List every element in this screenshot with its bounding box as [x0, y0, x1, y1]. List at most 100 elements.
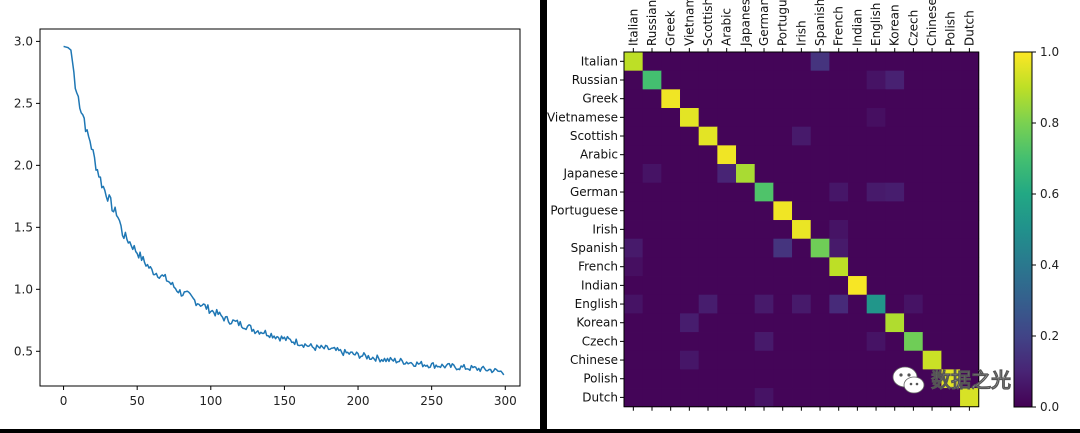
matrix-cell — [810, 294, 830, 314]
matrix-cell — [754, 108, 774, 128]
x-category-label: Japanese — [738, 0, 752, 47]
matrix-cell — [848, 276, 868, 296]
matrix-cell — [661, 164, 681, 184]
matrix-cell — [680, 220, 700, 240]
matrix-cell — [680, 294, 700, 314]
matrix-cell — [754, 220, 774, 240]
matrix-cell — [792, 313, 812, 333]
y-category-label: French — [578, 260, 618, 274]
matrix-cell — [754, 182, 774, 202]
matrix-cell — [810, 238, 830, 258]
matrix-cell — [698, 164, 718, 184]
matrix-cell — [941, 350, 961, 370]
matrix-cell — [885, 89, 905, 109]
matrix-cell — [773, 220, 793, 240]
matrix-cell — [680, 164, 700, 184]
matrix-cell — [922, 164, 942, 184]
matrix-cell — [922, 257, 942, 277]
matrix-cell — [941, 52, 961, 72]
matrix-cell — [922, 108, 942, 128]
matrix-cell — [624, 220, 644, 240]
matrix-cell — [773, 89, 793, 109]
matrix-cell — [885, 164, 905, 184]
matrix-cell — [885, 145, 905, 165]
matrix-cell — [642, 108, 662, 128]
matrix-cell — [960, 164, 980, 184]
x-tick-label: 150 — [273, 394, 296, 408]
matrix-cell — [624, 145, 644, 165]
matrix-cell — [960, 182, 980, 202]
matrix-cell — [754, 238, 774, 258]
matrix-cell — [773, 70, 793, 90]
matrix-cell — [810, 164, 830, 184]
colorbar — [1013, 51, 1033, 408]
matrix-cell — [624, 201, 644, 221]
matrix-cell — [661, 145, 681, 165]
matrix-cell — [773, 369, 793, 389]
matrix-cell — [810, 220, 830, 240]
x-tick-label: 50 — [130, 394, 145, 408]
matrix-cell — [642, 89, 662, 109]
matrix-cell — [904, 164, 924, 184]
matrix-cell — [829, 108, 849, 128]
matrix-cell — [922, 220, 942, 240]
matrix-cell — [922, 201, 942, 221]
matrix-cell — [717, 108, 737, 128]
matrix-cell — [736, 276, 756, 296]
matrix-cell — [941, 238, 961, 258]
matrix-cell — [792, 388, 812, 408]
matrix-cell — [848, 164, 868, 184]
matrix-cell — [866, 70, 886, 90]
matrix-cell — [773, 164, 793, 184]
x-category-label: Chinese — [925, 0, 939, 46]
matrix-cell — [642, 294, 662, 314]
matrix-cell — [642, 52, 662, 72]
matrix-cell — [773, 257, 793, 277]
matrix-cell — [810, 388, 830, 408]
matrix-cell — [717, 220, 737, 240]
matrix-cell — [624, 294, 644, 314]
matrix-cell — [848, 388, 868, 408]
matrix-cell — [922, 332, 942, 352]
matrix-cell — [792, 294, 812, 314]
matrix-cell — [698, 388, 718, 408]
matrix-cell — [736, 164, 756, 184]
matrix-cell — [680, 145, 700, 165]
y-category-label: Italian — [581, 54, 618, 68]
matrix-cell — [792, 182, 812, 202]
matrix-cell — [754, 369, 774, 389]
matrix-cell — [829, 238, 849, 258]
matrix-cell — [922, 276, 942, 296]
matrix-cell — [698, 313, 718, 333]
y-category-label: Polish — [583, 372, 618, 386]
colorbar-tick-label: 0.8 — [1040, 116, 1059, 130]
matrix-cell — [736, 70, 756, 90]
matrix-cell — [642, 257, 662, 277]
matrix-cell — [680, 126, 700, 146]
y-category-label: Japanese — [563, 166, 619, 180]
matrix-cell — [661, 332, 681, 352]
matrix-cell — [829, 220, 849, 240]
matrix-cell — [885, 108, 905, 128]
matrix-cell — [717, 126, 737, 146]
matrix-cell — [754, 332, 774, 352]
matrix-cell — [642, 126, 662, 146]
matrix-cell — [717, 294, 737, 314]
colorbar-tick-label: 0.0 — [1040, 400, 1059, 414]
matrix-cell — [885, 238, 905, 258]
matrix-cell — [661, 369, 681, 389]
matrix-cell — [773, 126, 793, 146]
matrix-cell — [922, 388, 942, 408]
matrix-cell — [698, 276, 718, 296]
matrix-cell — [642, 276, 662, 296]
matrix-cell — [960, 108, 980, 128]
matrix-cell — [829, 52, 849, 72]
matrix-cell — [680, 257, 700, 277]
matrix-cell — [736, 313, 756, 333]
matrix-cell — [848, 70, 868, 90]
matrix-cell — [754, 70, 774, 90]
matrix-cell — [941, 332, 961, 352]
matrix-cell — [829, 276, 849, 296]
matrix-cell — [885, 388, 905, 408]
matrix-cell — [866, 313, 886, 333]
